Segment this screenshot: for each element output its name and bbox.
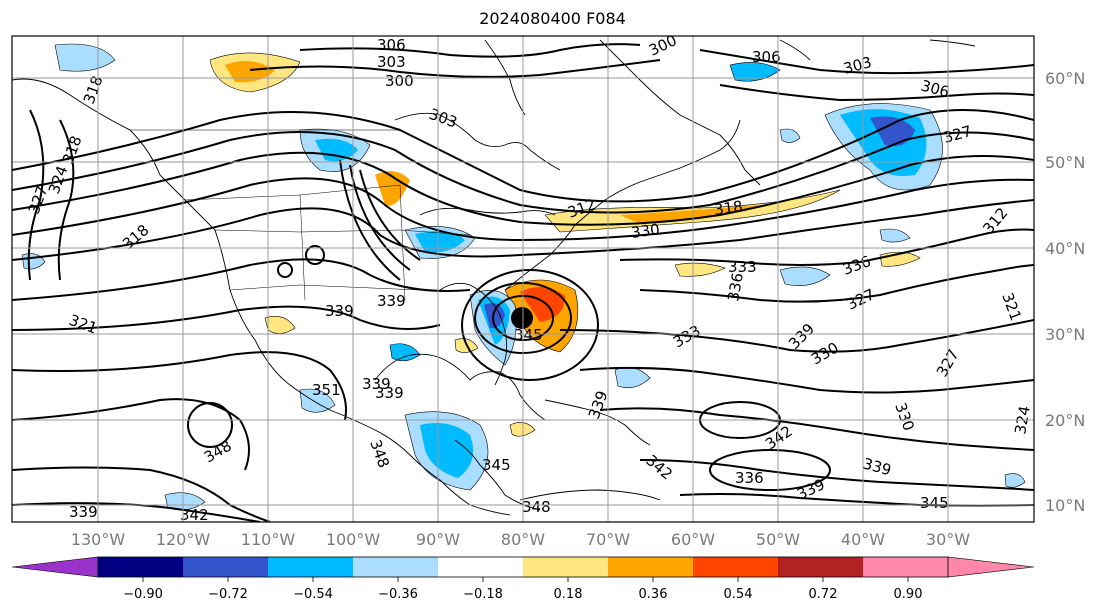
lat-label: 30°N	[1045, 325, 1085, 344]
contour-label: 345	[514, 326, 543, 344]
colorbar-segment	[268, 557, 353, 577]
map-panel: 306 303 300 300 306 303 306 327 303 318 …	[12, 36, 1034, 524]
contour-label: 342	[180, 506, 209, 524]
contour-label: 339	[69, 503, 98, 521]
colorbar-segment	[693, 557, 778, 577]
contour-label: 345	[920, 494, 949, 512]
contour-label: 306	[377, 36, 406, 54]
lon-label: 130°W	[71, 530, 126, 549]
colorbar-tick-label: 0.90	[894, 587, 923, 602]
colorbar-tick-label: −0.54	[293, 587, 333, 602]
colorbar: −0.90 −0.72 −0.54 −0.36 −0.18 0.18 0.36 …	[11, 556, 1035, 602]
lon-label: 40°W	[841, 530, 885, 549]
lat-label: 40°N	[1045, 239, 1085, 258]
colorbar-segment	[608, 557, 693, 577]
contour-label: 330	[630, 220, 661, 242]
colorbar-tick-label: −0.72	[208, 587, 248, 602]
lon-label: 80°W	[501, 530, 545, 549]
contour-label: 336	[724, 271, 747, 302]
lat-label: 50°N	[1045, 153, 1085, 172]
gridlines	[12, 36, 1034, 522]
colorbar-segment	[353, 557, 438, 577]
colorbar-tick-label: −0.36	[378, 587, 418, 602]
lon-label: 50°W	[756, 530, 800, 549]
political-boundaries	[130, 129, 471, 301]
contour-label: 336	[735, 469, 764, 487]
contour-label: 306	[752, 48, 781, 66]
colorbar-segment	[523, 557, 608, 577]
lat-label: 10°N	[1045, 496, 1085, 515]
colorbar-tick-label: −0.18	[463, 587, 503, 602]
lat-label: 60°N	[1045, 69, 1085, 88]
lon-label: 110°W	[241, 530, 296, 549]
lon-label: 70°W	[586, 530, 630, 549]
contour-label: 345	[482, 456, 511, 474]
longitude-labels: 130°W 120°W 110°W 100°W 90°W 80°W 70°W 6…	[71, 530, 970, 549]
contour-label: 351	[312, 381, 341, 399]
colorbar-tick-label: 0.18	[554, 587, 583, 602]
storm-center-marker	[511, 307, 533, 329]
contour-label: 339	[377, 292, 406, 310]
contour-label: 318	[713, 197, 744, 219]
colorbar-tick-label: 0.36	[639, 587, 668, 602]
colorbar-tick-label: 0.54	[724, 587, 753, 602]
coastlines	[12, 39, 976, 516]
contour-label: 333	[728, 258, 757, 276]
contour-label: 339	[362, 375, 391, 393]
map-frame	[11, 35, 1035, 523]
colorbar-segment	[183, 557, 268, 577]
contour-label: 348	[522, 498, 551, 516]
contour-lines	[12, 43, 1034, 522]
map-title: 2024080400 F084	[479, 9, 626, 28]
colorbar-extend-high	[947, 556, 1035, 578]
contour-label: 303	[377, 53, 406, 71]
lon-label: 100°W	[326, 530, 381, 549]
colorbar-tick-label: 0.72	[809, 587, 838, 602]
lon-label: 120°W	[156, 530, 211, 549]
colorbar-extend-low	[11, 556, 99, 578]
lat-label: 20°N	[1045, 411, 1085, 430]
latitude-labels: 60°N 50°N 40°N 30°N 20°N 10°N	[1045, 69, 1085, 515]
lon-label: 30°W	[926, 530, 970, 549]
lon-label: 60°W	[671, 530, 715, 549]
contour-label: 339	[375, 384, 404, 402]
lon-label: 90°W	[416, 530, 460, 549]
colorbar-segment	[863, 557, 948, 577]
colorbar-segment	[778, 557, 863, 577]
contour-label: 339	[325, 302, 354, 320]
contour-label: 300	[385, 72, 414, 90]
colorbar-segment	[98, 557, 183, 577]
colorbar-segment	[438, 557, 523, 577]
colorbar-tick-label: −0.90	[123, 587, 163, 602]
